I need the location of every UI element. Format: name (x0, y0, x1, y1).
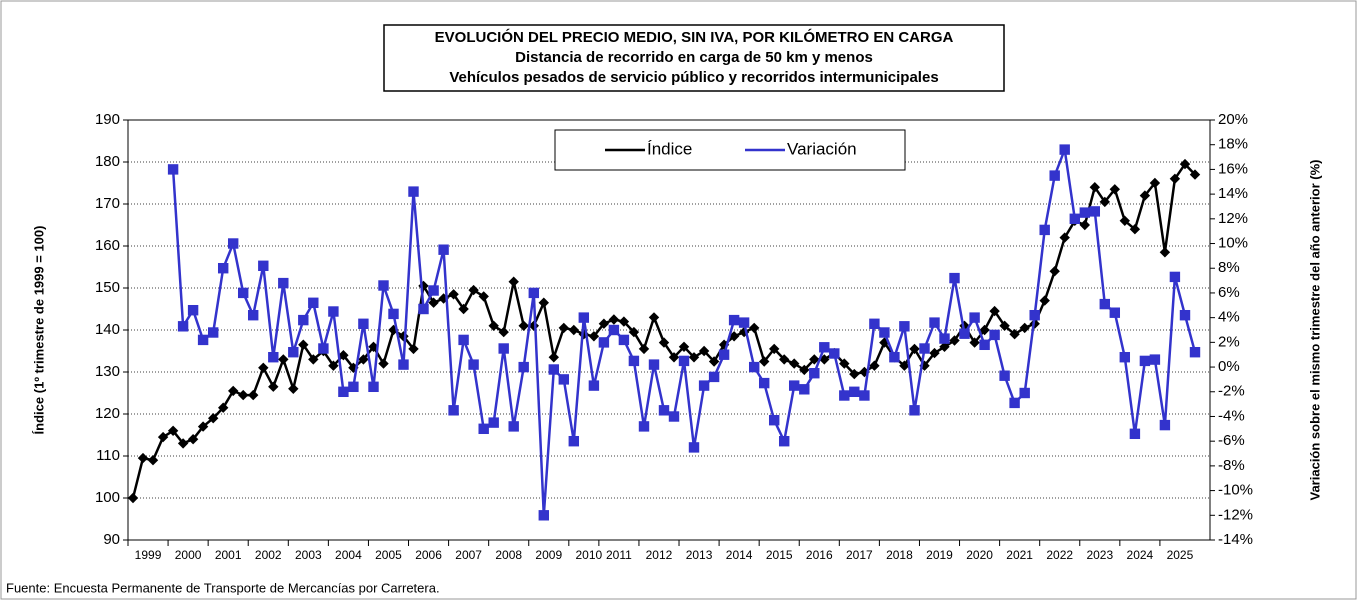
source: Fuente: Encuesta Permanente de Transport… (6, 580, 440, 595)
x-tick-label: 2022 (1046, 548, 1073, 562)
x-tick-label: 2024 (1127, 548, 1154, 562)
y-tick-label: 140 (95, 321, 120, 338)
y2-tick-label: -8% (1218, 457, 1245, 474)
y2-axis-label: Variación sobre el mismo trimestre del a… (1307, 160, 1322, 501)
y-tick-label: 180 (95, 153, 120, 170)
x-tick-label: 2019 (926, 548, 953, 562)
y2-tick-label: 4% (1218, 309, 1240, 326)
title-box (383, 24, 1005, 92)
x-tick-label: 2004 (335, 548, 362, 562)
y-tick-label: 120 (95, 405, 120, 422)
x-tick-label: 2006 (415, 548, 442, 562)
x-tick-label: 1999 (135, 548, 162, 562)
y-tick-label: 190 (95, 111, 120, 128)
x-tick-label: 2023 (1086, 548, 1113, 562)
y2-tick-label: -6% (1218, 432, 1245, 449)
x-tick-label: 2021 (1006, 548, 1033, 562)
y-tick-label: 160 (95, 237, 120, 254)
y-axis-label: Índice (1º trimestre de 1999 = 100) (31, 226, 46, 435)
y2-tick-label: 0% (1218, 358, 1240, 375)
x-tick-label: 2008 (495, 548, 522, 562)
x-tick-label: 2016 (806, 548, 833, 562)
y2-tick-label: -12% (1218, 506, 1253, 523)
x-tick-label: 2014 (726, 548, 753, 562)
y2-tick-label: 10% (1218, 234, 1248, 251)
x-tick-label: 2007 (455, 548, 482, 562)
x-tick-label: 2011 (606, 548, 632, 562)
x-tick-label: 2000 (175, 548, 202, 562)
y2-tick-label: 14% (1218, 185, 1248, 202)
chart-subtitle: Vehículos pesados de servicio público y … (449, 69, 938, 86)
y2-tick-label: -10% (1218, 482, 1253, 499)
legend-label: Variación (787, 139, 857, 158)
chart-title: EVOLUCIÓN DEL PRECIO MEDIO, SIN IVA, POR… (435, 28, 954, 46)
y-tick-label: 130 (95, 363, 120, 380)
y2-tick-label: 16% (1218, 160, 1248, 177)
legend-label: Índice (647, 139, 692, 158)
x-tick-label: 2005 (375, 548, 402, 562)
y2-tick-label: 6% (1218, 284, 1240, 301)
y2-tick-label: 12% (1218, 210, 1248, 227)
x-tick-label: 2009 (535, 548, 562, 562)
x-tick-label: 2025 (1167, 548, 1194, 562)
y2-tick-label: -4% (1218, 407, 1245, 424)
x-tick-label: 2020 (966, 548, 993, 562)
x-tick-label: 2002 (255, 548, 282, 562)
y2-tick-label: 8% (1218, 259, 1240, 276)
x-tick-label: 2001 (215, 548, 242, 562)
y-tick-label: 150 (95, 279, 120, 296)
y-tick-label: 90 (103, 531, 120, 548)
x-tick-label: 2018 (886, 548, 913, 562)
x-tick-label: 2017 (846, 548, 873, 562)
x-tick-label: 2003 (295, 548, 322, 562)
y2-tick-label: 2% (1218, 333, 1240, 350)
y-tick-label: 110 (96, 447, 120, 464)
x-tick-label: 2012 (646, 548, 673, 562)
y-tick-label: 100 (95, 489, 120, 506)
x-tick-label: 2015 (766, 548, 793, 562)
y2-tick-label: 20% (1218, 111, 1248, 128)
y2-tick-label: -2% (1218, 383, 1245, 400)
y2-tick-label: 18% (1218, 136, 1248, 153)
series-line (167, 144, 1201, 521)
x-tick-label: 2010 (576, 548, 603, 562)
x-tick-label: 2013 (686, 548, 713, 562)
y2-tick-label: -14% (1218, 531, 1253, 548)
chart-subtitle: Distancia de recorrido en carga de 50 km… (515, 49, 873, 66)
y-tick-label: 170 (95, 195, 120, 212)
